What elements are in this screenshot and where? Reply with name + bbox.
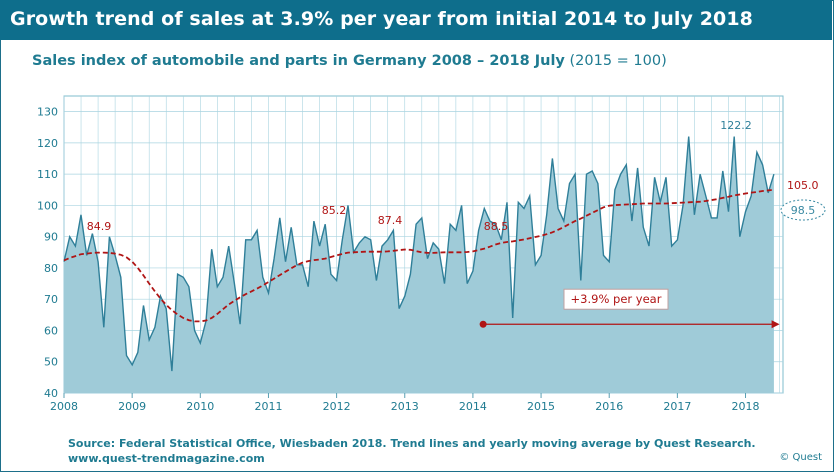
trend-arrow-start: [479, 320, 487, 328]
y-tick-label: 60: [44, 324, 58, 337]
source-note: Source: Federal Statistical Office, Wies…: [68, 437, 756, 450]
x-tick-label: 2013: [391, 400, 419, 413]
x-tick-label: 2008: [50, 400, 78, 413]
trend-arrowhead: [771, 320, 780, 329]
data-label: 85.2: [322, 204, 347, 217]
data-label: 88.5: [484, 220, 509, 233]
footer: Source: Federal Statistical Office, Wies…: [68, 436, 756, 466]
data-label: 122.2: [720, 119, 752, 132]
x-tick-label: 2011: [254, 400, 282, 413]
y-tick-label: 90: [44, 231, 58, 244]
y-tick-label: 130: [37, 106, 58, 119]
sales-index-chart: 40 50 60 70 80 90 100 110 120 130 2008 2009 2010 2011…: [37, 95, 826, 413]
sales-index-line: [63, 136, 775, 372]
x-tick-label: 2012: [323, 400, 351, 413]
x-tick-label: 2015: [527, 400, 555, 413]
y-tick-label: 50: [44, 356, 58, 369]
trend-label-box: [563, 288, 669, 310]
data-label: 105.0: [787, 179, 819, 192]
sales-area-fill: [64, 136, 774, 393]
trend-label: +3.9% per year: [571, 292, 662, 306]
x-tick-label: 2009: [118, 400, 146, 413]
chart-subtitle-main: Sales index of automobile and parts in G…: [32, 53, 565, 69]
y-tick-label: 40: [44, 387, 58, 400]
chart-subtitle: Sales index of automobile and parts in G…: [32, 53, 667, 69]
chart-subtitle-unit: (2015 = 100): [569, 53, 667, 69]
data-label: 98.5: [791, 204, 816, 217]
website-link[interactable]: www.quest-trendmagazine.com: [68, 452, 265, 465]
data-label: 87.4: [378, 214, 403, 227]
y-tick-label: 110: [37, 168, 58, 181]
value-callout-ellipse: [780, 199, 826, 221]
page-title: Growth trend of sales at 3.9% per year f…: [10, 8, 753, 30]
x-tick-label: 2018: [732, 400, 760, 413]
y-tick-label: 70: [44, 293, 58, 306]
x-tick-label: 2014: [459, 400, 487, 413]
x-tick-label: 2016: [595, 400, 623, 413]
copyright-note: © Quest: [779, 452, 822, 463]
x-tick-label: 2010: [186, 400, 214, 413]
header-bar: Growth trend of sales at 3.9% per year f…: [0, 0, 832, 40]
y-tick-label: 80: [44, 262, 58, 275]
y-tick-label: 120: [37, 137, 58, 150]
data-label: 84.9: [87, 220, 112, 233]
x-tick-label: 2017: [663, 400, 691, 413]
moving-average-line: [63, 188, 774, 323]
y-tick-label: 100: [37, 199, 58, 212]
